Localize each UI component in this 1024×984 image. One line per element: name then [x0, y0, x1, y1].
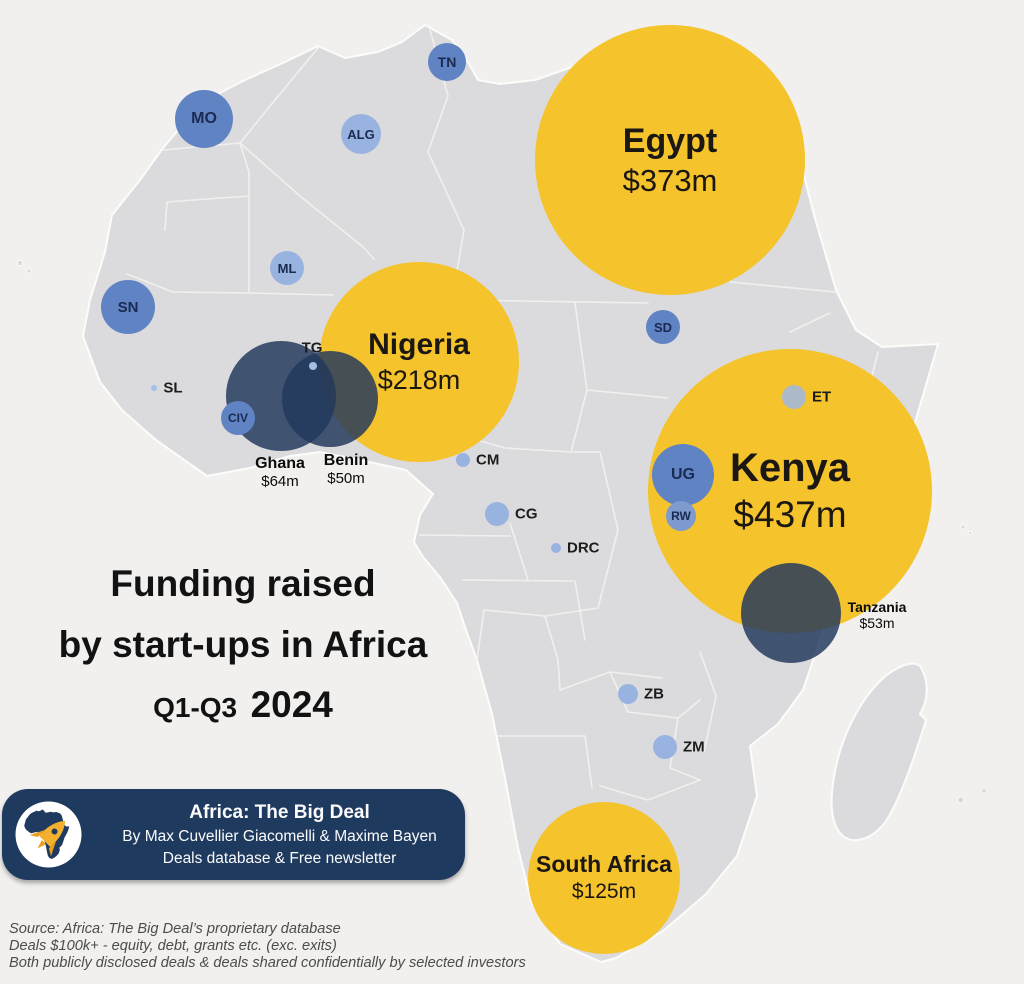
brand-logo: [14, 800, 83, 869]
banner-byline: By Max Cuvellier Giacomelli & Maxime Bay…: [122, 828, 437, 845]
title-line-2: by start-ups in Africa: [58, 624, 428, 665]
bubble-south-africa-name: South Africa: [536, 850, 672, 877]
bubble-egypt-name: Egypt: [622, 121, 718, 160]
footnotes: Source: Africa: The Big Deal’s proprieta…: [9, 921, 526, 971]
small-islands: [17, 260, 987, 804]
brand-banner: Africa: The Big Deal By Max Cuvellier Gi…: [2, 789, 465, 880]
title-line-1: Funding raised: [110, 563, 376, 604]
label-benin: Benin $50m: [324, 452, 368, 488]
footnote-source: Source: Africa: The Big Deal’s proprieta…: [9, 921, 341, 937]
label-benin-name: Benin: [323, 452, 369, 469]
label-tanzania: Tanzania $53m: [848, 599, 907, 632]
bubble-morocco: MO: [175, 90, 233, 148]
label-ghana-name: Ghana: [255, 455, 305, 472]
bubble-south-africa-value: $125m: [571, 880, 637, 904]
bubble-nigeria-value: $218m: [377, 364, 461, 395]
bubble-cameroon: [456, 453, 470, 467]
rocket-icon: [29, 820, 66, 857]
label-congo: CG: [515, 505, 538, 523]
label-sierra-leone: SL: [163, 379, 183, 397]
label-cameroon: CM: [476, 451, 500, 469]
title-line-3: Q1-Q3 2024: [12, 675, 474, 743]
bubble-uganda: UG: [652, 444, 714, 506]
chart-title: Funding raised by start-ups in Africa Q1…: [12, 553, 474, 743]
brand-logo-icon: [15, 801, 82, 868]
bubble-zimbabwe: [653, 735, 677, 759]
banner-title: Africa: The Big Deal: [189, 802, 370, 823]
bubble-zambia: [618, 684, 638, 704]
footnote-disclosure: Both publicly disclosed deals & deals sh…: [9, 954, 526, 971]
bubble-ethiopia: [782, 385, 806, 409]
bubble-kenya-value: $437m: [733, 493, 847, 535]
label-ghana-value: $64m: [261, 473, 299, 491]
bubble-rwanda: RW: [666, 501, 696, 531]
banner-subline: Deals database & Free newsletter: [162, 849, 397, 867]
bubble-sierra-leone: [151, 385, 157, 391]
label-tanzania-value: $53m: [859, 615, 895, 632]
bubble-sudan: SD: [646, 310, 680, 344]
title-year: 2024: [250, 684, 333, 725]
bubble-congo: [485, 502, 509, 526]
title-period: Q1-Q3: [153, 692, 238, 723]
bubble-kenya-name: Kenya: [729, 445, 851, 490]
bubble-togo: [309, 362, 317, 370]
label-zimbabwe: ZM: [683, 738, 705, 756]
bubble-cote-divoire: CIV: [221, 401, 255, 435]
bubble-nigeria-name: Nigeria: [368, 328, 470, 362]
label-drc: DRC: [567, 539, 600, 557]
bubble-egypt-value: $373m: [622, 162, 718, 198]
banner-text: Africa: The Big Deal By Max Cuvellier Gi…: [102, 800, 457, 869]
label-togo: TG: [301, 339, 323, 357]
bubble-south-africa: South Africa $125m: [528, 802, 680, 954]
bubble-benin: [282, 351, 378, 447]
bubble-egypt: Egypt $373m: [535, 25, 805, 295]
bubble-drc: [551, 543, 561, 553]
label-ghana: Ghana $64m: [255, 455, 305, 491]
bubble-tunisia: TN: [428, 43, 466, 81]
bubble-tanzania: [741, 563, 841, 663]
label-zambia: ZB: [644, 685, 664, 703]
bubble-algeria: ALG: [341, 114, 381, 154]
madagascar-landmass: [830, 662, 928, 842]
label-benin-value: $50m: [327, 470, 365, 488]
bubble-senegal: SN: [101, 280, 155, 334]
footnote-deals: Deals $100k+ - equity, debt, grants etc.…: [9, 937, 337, 954]
label-tanzania-name: Tanzania: [847, 599, 907, 615]
bubble-mali: ML: [270, 251, 304, 285]
label-ethiopia: ET: [812, 388, 832, 406]
